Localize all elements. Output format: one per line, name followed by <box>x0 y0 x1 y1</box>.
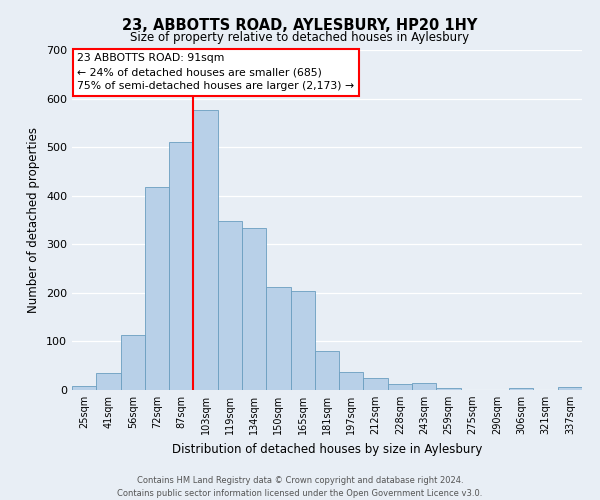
Bar <box>315 351 339 390</box>
Bar <box>412 383 436 390</box>
Bar <box>96 372 121 390</box>
Bar <box>169 142 193 390</box>
Text: Size of property relative to detached houses in Aylesbury: Size of property relative to detached ho… <box>130 31 470 44</box>
Bar <box>339 372 364 390</box>
Bar <box>193 110 218 390</box>
X-axis label: Distribution of detached houses by size in Aylesbury: Distribution of detached houses by size … <box>172 442 482 456</box>
Bar <box>145 187 169 390</box>
Bar <box>72 386 96 390</box>
Bar <box>388 384 412 390</box>
Bar <box>290 291 315 390</box>
Bar <box>242 228 266 390</box>
Bar <box>558 386 582 390</box>
Text: 23, ABBOTTS ROAD, AYLESBURY, HP20 1HY: 23, ABBOTTS ROAD, AYLESBURY, HP20 1HY <box>122 18 478 32</box>
Bar <box>436 388 461 390</box>
Y-axis label: Number of detached properties: Number of detached properties <box>28 127 40 313</box>
Bar <box>121 335 145 390</box>
Text: 23 ABBOTTS ROAD: 91sqm
← 24% of detached houses are smaller (685)
75% of semi-de: 23 ABBOTTS ROAD: 91sqm ← 24% of detached… <box>77 54 354 92</box>
Text: Contains HM Land Registry data © Crown copyright and database right 2024.
Contai: Contains HM Land Registry data © Crown c… <box>118 476 482 498</box>
Bar <box>509 388 533 390</box>
Bar <box>266 287 290 390</box>
Bar <box>218 222 242 390</box>
Bar <box>364 378 388 390</box>
